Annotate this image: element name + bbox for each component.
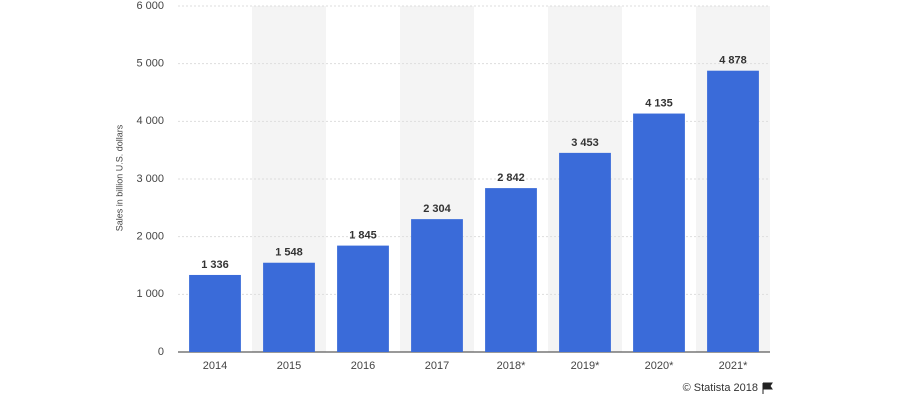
x-tick-label: 2016: [351, 360, 375, 372]
value-label: 1 336: [201, 259, 229, 271]
x-tick-label: 2014: [203, 360, 227, 372]
bar: [633, 113, 685, 352]
bar: [485, 188, 537, 352]
value-label: 1 548: [275, 247, 303, 259]
value-label: 1 845: [349, 230, 377, 242]
y-tick-label: 4 000: [136, 115, 164, 127]
x-tick-label: 2021*: [719, 360, 748, 372]
y-tick-label: 3 000: [136, 173, 164, 185]
y-tick-label: 0: [158, 346, 164, 358]
bar: [707, 70, 759, 353]
x-tick-label: 2019*: [571, 360, 600, 372]
y-axis-label: Sales in billion U.S. dollars: [114, 124, 124, 231]
bar: [559, 152, 611, 352]
value-label: 4 878: [719, 55, 747, 67]
bar: [189, 274, 241, 352]
x-tick-label: 2018*: [497, 360, 526, 372]
bar: [411, 219, 463, 352]
y-tick-label: 6 000: [136, 0, 164, 12]
value-label: 3 453: [571, 137, 599, 149]
bar: [263, 262, 315, 352]
y-tick-label: 2 000: [136, 231, 164, 243]
value-label: 2 304: [423, 203, 451, 215]
bar: [337, 245, 389, 352]
y-tick-label: 5 000: [136, 58, 164, 70]
credit: © Statista 2018: [683, 382, 758, 394]
value-label: 2 842: [497, 172, 525, 184]
y-tick-label: 1 000: [136, 288, 164, 300]
x-tick-label: 2020*: [645, 360, 674, 372]
x-tick-label: 2015: [277, 360, 301, 372]
value-label: 4 135: [645, 97, 673, 109]
flag-icon: [762, 382, 773, 394]
x-tick-label: 2017: [425, 360, 449, 372]
